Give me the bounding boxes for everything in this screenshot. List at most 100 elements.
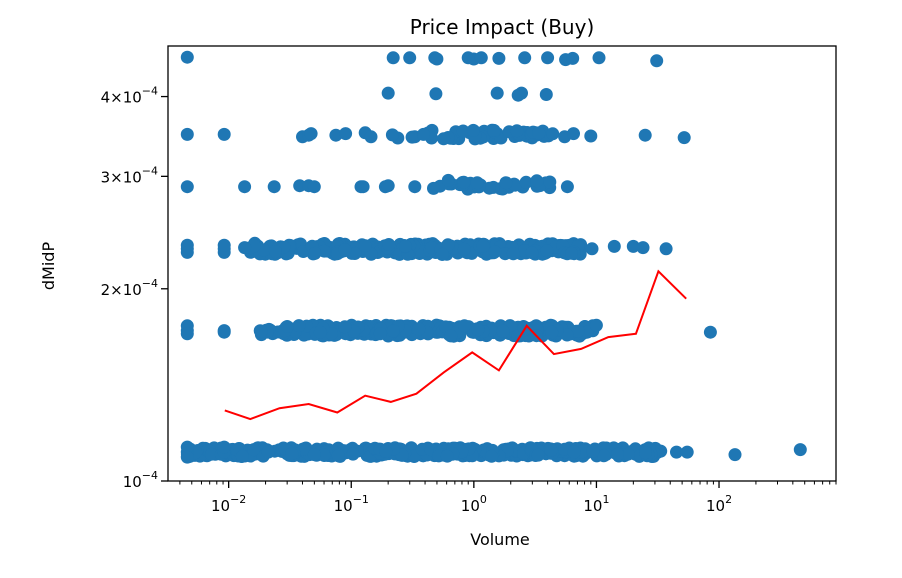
scatter-point-217	[235, 449, 249, 463]
plot-frame	[167, 45, 837, 482]
scatter-point-685	[444, 329, 458, 343]
scatter-point-937	[435, 247, 449, 261]
scatter-point-940	[540, 244, 554, 258]
scatter-point-941	[506, 247, 520, 261]
scatter-point-934	[441, 238, 455, 252]
scatter-point-932	[476, 239, 490, 253]
scatter-point-1020	[546, 127, 560, 141]
scatter-point-1099	[430, 52, 444, 66]
scatter-point-1044	[793, 443, 807, 457]
scatter-point-931	[247, 239, 261, 253]
scatter-point-426	[567, 445, 581, 459]
scatter-point-1042	[680, 445, 694, 459]
scatter-point-1109	[650, 54, 664, 68]
scatter-point-673	[496, 324, 510, 338]
scatter-point-418	[639, 446, 652, 460]
scatter-point-1063	[180, 180, 194, 194]
scatter-point-1093	[515, 86, 528, 100]
scatter-point-1032	[466, 123, 480, 137]
scatter-point-680	[386, 324, 400, 338]
scatter-point-1060	[626, 239, 640, 253]
scatter-point-1059	[607, 239, 621, 253]
scatter-point-971	[543, 175, 557, 189]
scatter-point-416	[611, 447, 624, 461]
scatter-point-1037	[217, 440, 231, 454]
scatter-point-395	[485, 449, 499, 463]
scatter-point-1028	[532, 126, 546, 140]
scatter-point-396	[621, 447, 635, 461]
scatter-point-1090	[429, 87, 443, 101]
scatter-point-1073	[408, 180, 422, 194]
scatter-point-1105	[541, 51, 555, 65]
scatter-point-1027	[487, 124, 501, 137]
scatter-point-1058	[585, 242, 599, 256]
scatter-point-1050	[703, 325, 717, 339]
scatter-point-1034	[180, 440, 194, 454]
scatter-point-679	[373, 327, 387, 341]
scatter-point-419	[544, 443, 558, 457]
scatter-point-1107	[566, 51, 580, 65]
scatter-point-180	[205, 447, 218, 461]
scatter-point-930	[488, 245, 502, 259]
scatter-point-667	[313, 325, 327, 339]
scatter-point-1103	[492, 51, 506, 65]
scatter-point-943	[358, 239, 372, 253]
scatter-point-925	[348, 247, 362, 260]
scatter-point-412	[597, 449, 611, 463]
scatter-point-1096	[386, 51, 400, 65]
scatter-point-1035	[180, 450, 194, 464]
scatter-point-1003	[385, 128, 399, 142]
scatter-point-617	[292, 319, 306, 333]
scatter-point-1065	[267, 180, 281, 194]
scatter-point-1047	[180, 327, 194, 341]
scatter-point-978	[427, 181, 440, 195]
scatter-point-1079	[304, 127, 318, 141]
scatter-point-1088	[677, 131, 691, 145]
y-axis-label: dMidP	[39, 242, 58, 291]
scatter-point-1049	[217, 325, 231, 339]
scatter-point-933	[565, 246, 578, 260]
chart-title: Price Impact (Buy)	[410, 15, 595, 39]
scatter-point-204	[346, 447, 360, 461]
x-axis-label: Volume	[470, 530, 530, 549]
scatter-point-1038	[247, 443, 261, 457]
scatter-point-914	[399, 239, 412, 253]
scatter-point-1074	[560, 180, 574, 194]
scatter-point-1061	[636, 241, 650, 255]
scatter-point-1081	[339, 127, 353, 141]
mean-impact-line	[224, 269, 687, 421]
scatter-point-1097	[403, 51, 417, 65]
scatter-point-962	[519, 175, 533, 189]
scatter-point-972	[441, 173, 455, 187]
scatter-point-1040	[307, 448, 321, 462]
scatter-point-1066	[293, 179, 307, 193]
scatter-point-1030	[417, 127, 430, 141]
scatter-point-649	[254, 325, 268, 338]
scatter-point-942	[268, 245, 282, 258]
scatter-point-669	[412, 322, 426, 336]
scatter-point-1080	[329, 128, 343, 142]
scatter-point-686	[280, 320, 294, 333]
scatter-point-1104	[518, 51, 532, 65]
scatter-point-1041	[670, 445, 683, 459]
scatter-point-1056	[217, 238, 231, 252]
scatter-point-670	[338, 320, 352, 334]
scatter-point-1021	[456, 124, 470, 138]
scatter-point-671	[571, 324, 585, 338]
scatter-point-174	[297, 442, 311, 456]
scatter-point-220	[379, 445, 393, 458]
scatter-point-687	[545, 325, 559, 339]
scatter-point-935	[525, 246, 539, 260]
scatter-point-975	[470, 176, 484, 190]
scatter-point-1057	[238, 241, 252, 255]
scatter-point-424	[586, 444, 600, 458]
scatter-point-222	[331, 449, 345, 463]
scatter-point-425	[531, 448, 545, 462]
scatter-point-1025	[510, 124, 524, 138]
scatter-point-1072	[381, 179, 395, 193]
scatter-point-1076	[217, 127, 231, 141]
scatter-point-1070	[356, 180, 370, 194]
scatter-point-681	[560, 328, 574, 342]
scatter-point-938	[338, 243, 352, 257]
